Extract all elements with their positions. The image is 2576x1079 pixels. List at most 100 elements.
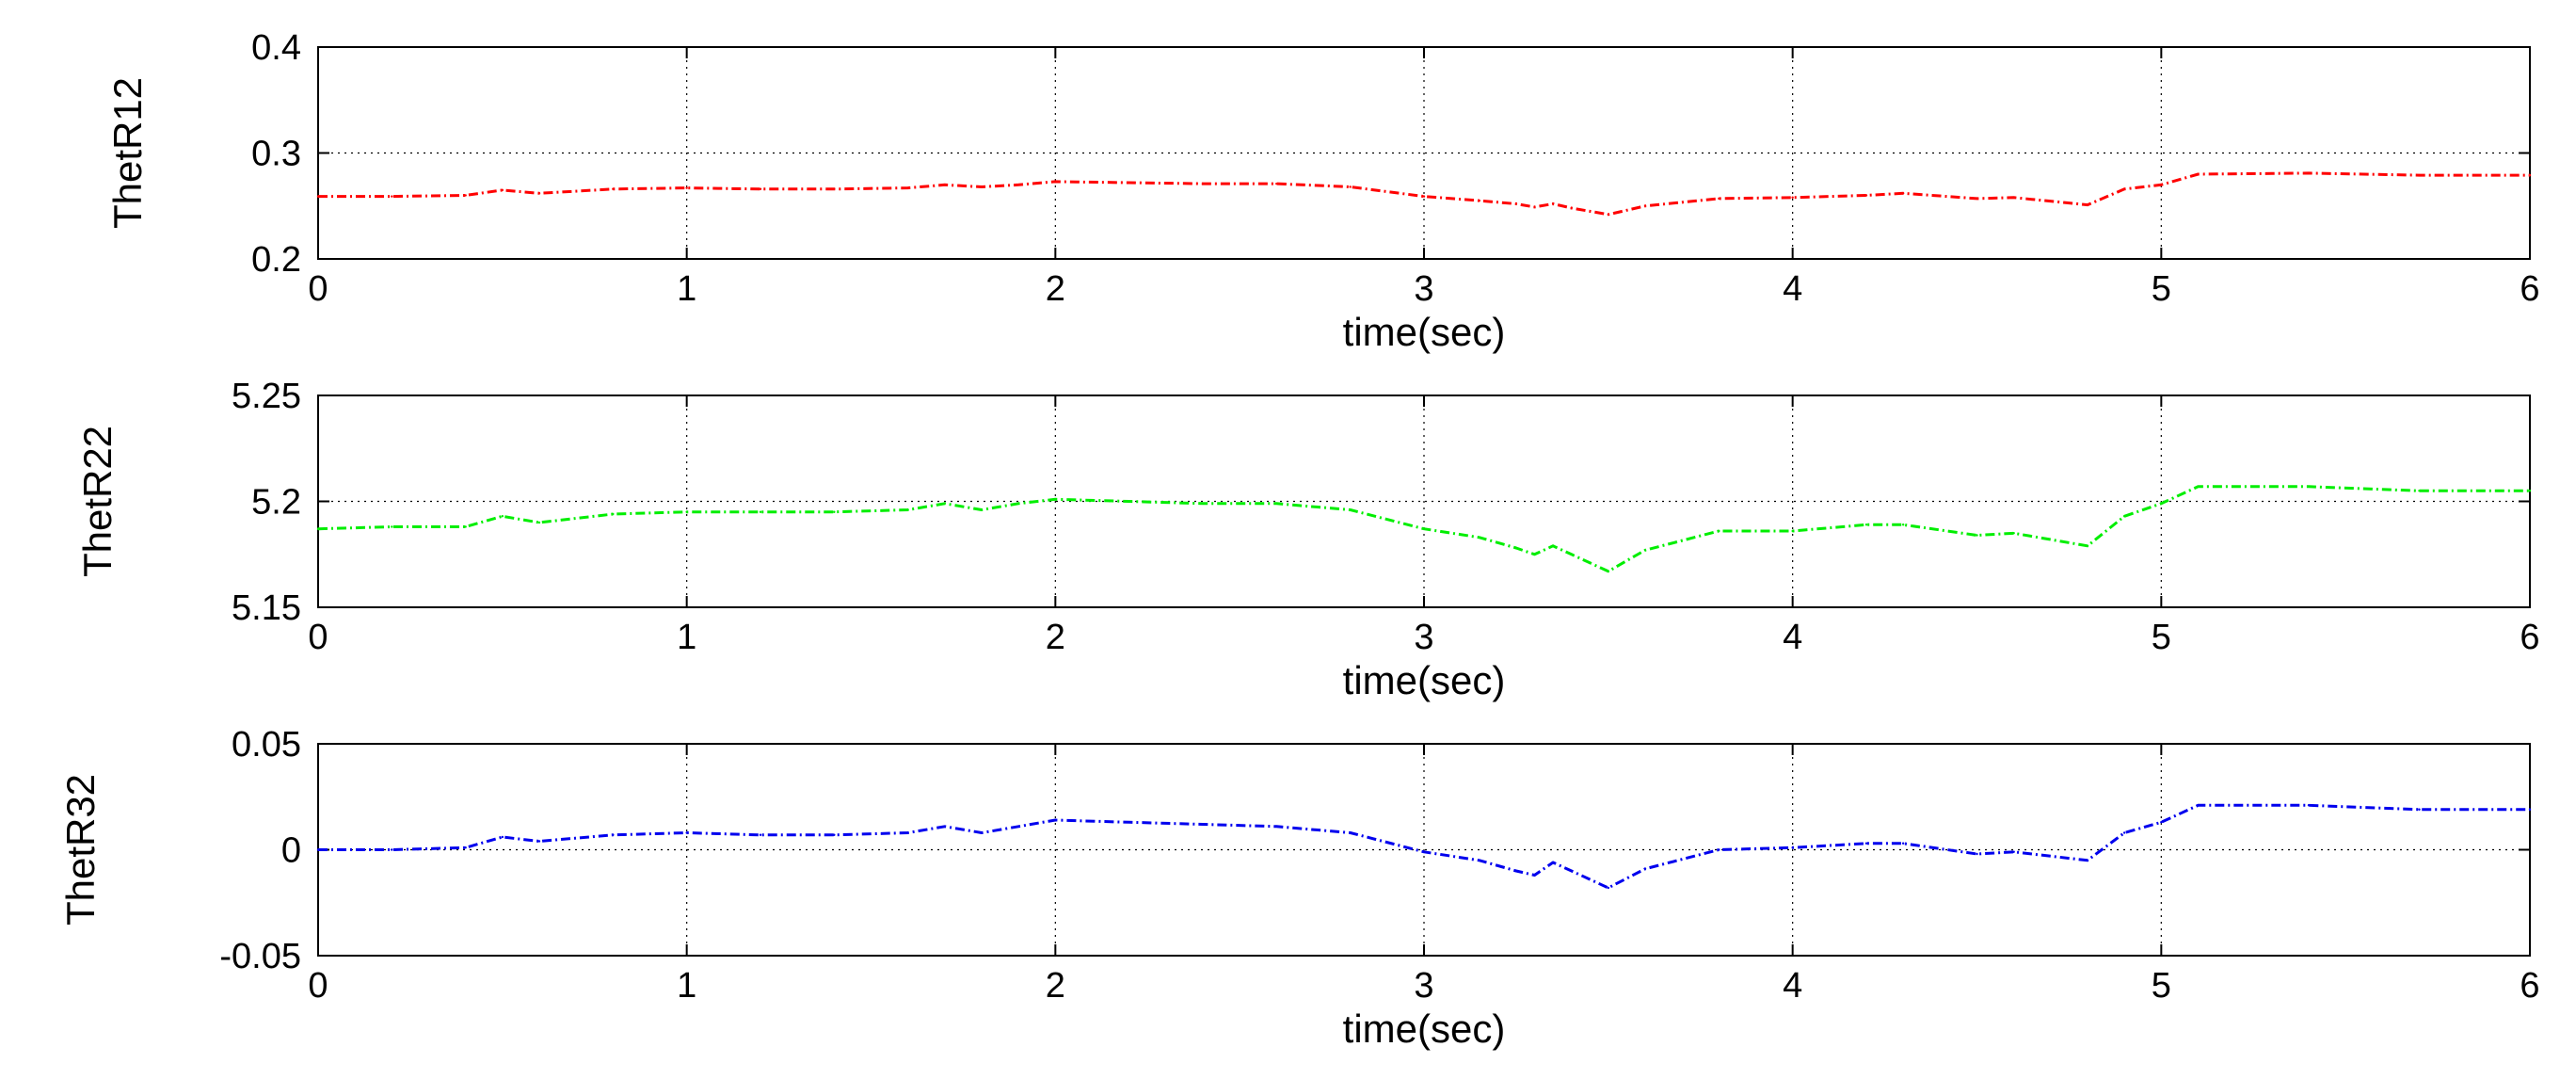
- data-point: [1643, 204, 1647, 207]
- data-point: [2307, 171, 2311, 175]
- data-point: [1901, 523, 1905, 526]
- data-point: [1128, 181, 1130, 185]
- data-point: [1607, 213, 1610, 216]
- x-tick-label: 3: [1414, 269, 1433, 309]
- data-point: [1718, 197, 1720, 201]
- data-point: [1201, 182, 1205, 185]
- data-point: [391, 195, 393, 198]
- data-point: [612, 187, 615, 190]
- data-point: [1349, 508, 1352, 511]
- data-point: [980, 508, 984, 511]
- y-tick-label: 5.25: [232, 377, 301, 416]
- data-point: [1478, 859, 1480, 862]
- data-point: [980, 185, 984, 188]
- data-point: [1514, 202, 1518, 205]
- data-point: [2197, 485, 2200, 488]
- x-tick-label: 5: [2152, 966, 2171, 1006]
- data-point: [2528, 173, 2532, 177]
- data-point: [1901, 842, 1905, 845]
- data-point: [1128, 500, 1130, 503]
- data-point: [1976, 197, 1978, 201]
- data-point: [501, 515, 504, 518]
- data-point: [1864, 842, 1868, 845]
- subplot-2: 0 1 2 3 4 5 6 5.15 5.2 5.25 time(sec) ThetR22: [75, 377, 2540, 702]
- data-point: [1643, 867, 1647, 870]
- data-point: [1791, 529, 1794, 533]
- data-point: [980, 831, 984, 834]
- data-point: [391, 848, 393, 851]
- data-point: [1791, 196, 1794, 199]
- data-point: [1349, 185, 1352, 188]
- data-point: [2197, 804, 2200, 807]
- data-point: [2418, 173, 2421, 177]
- x-tick-label: 2: [1046, 966, 1065, 1006]
- x-tick-label: 1: [677, 966, 696, 1006]
- x-tick-label: 3: [1414, 966, 1433, 1006]
- data-point: [537, 840, 541, 843]
- data-point: [1976, 534, 1978, 537]
- data-point: [2122, 831, 2126, 834]
- data-point: [2197, 172, 2200, 176]
- data-point: [612, 833, 615, 836]
- data-point: [1016, 184, 1020, 186]
- data-point: [537, 521, 541, 524]
- data-point: [759, 833, 762, 836]
- data-point: [2307, 485, 2311, 488]
- x-tick-label: 0: [308, 618, 328, 657]
- data-point: [1551, 544, 1555, 547]
- data-point: [1607, 570, 1610, 572]
- data-point: [833, 510, 836, 513]
- data-point: [2307, 804, 2311, 807]
- data-point: [464, 525, 467, 528]
- data-point: [1016, 825, 1020, 828]
- data-point: [1607, 886, 1610, 890]
- data-point: [1533, 205, 1536, 209]
- data-point: [2160, 184, 2163, 186]
- x-axis-label: time(sec): [1343, 310, 1506, 354]
- x-tick-label: 5: [2152, 618, 2171, 657]
- x-tick-label: 5: [2152, 269, 2171, 309]
- data-point: [1478, 536, 1480, 539]
- data-point: [2086, 544, 2089, 547]
- data-point: [2160, 821, 2163, 824]
- data-point: [906, 831, 909, 834]
- data-point: [2528, 808, 2532, 811]
- data-point: [906, 508, 909, 511]
- x-tick-label: 3: [1414, 618, 1433, 657]
- data-point: [1514, 869, 1518, 873]
- x-tick-label: 0: [308, 966, 328, 1006]
- data-point: [1422, 527, 1426, 530]
- x-tick-label: 1: [677, 618, 696, 657]
- data-point: [685, 510, 688, 513]
- y-tick-label: 5.15: [232, 588, 301, 628]
- y-axis-label: ThetR12: [105, 77, 150, 229]
- data-point: [2528, 490, 2532, 492]
- data-point: [1901, 192, 1905, 195]
- data-point: [1533, 553, 1536, 556]
- data-point: [1478, 199, 1480, 202]
- x-tick-label: 1: [677, 269, 696, 309]
- data-point: [1570, 206, 1573, 210]
- data-point: [2012, 532, 2015, 535]
- data-point: [1976, 852, 1978, 856]
- data-point: [537, 192, 541, 195]
- x-axis-label: time(sec): [1343, 1007, 1506, 1051]
- data-point: [612, 512, 615, 516]
- data-point: [501, 835, 504, 839]
- data-point: [759, 187, 762, 190]
- data-point: [1275, 502, 1278, 505]
- data-point: [2086, 203, 2089, 206]
- data-point: [1201, 823, 1205, 826]
- data-point: [1016, 502, 1020, 505]
- data-point: [2418, 808, 2421, 811]
- data-point: [1864, 523, 1868, 526]
- data-point: [316, 848, 320, 851]
- data-point: [1054, 180, 1057, 184]
- x-tick-label: 6: [2520, 269, 2539, 309]
- data-point: [1791, 846, 1794, 849]
- y-axis-label: ThetR32: [58, 774, 103, 926]
- x-tick-label: 4: [1783, 269, 1802, 309]
- data-point: [1551, 861, 1555, 864]
- data-point: [2160, 502, 2163, 505]
